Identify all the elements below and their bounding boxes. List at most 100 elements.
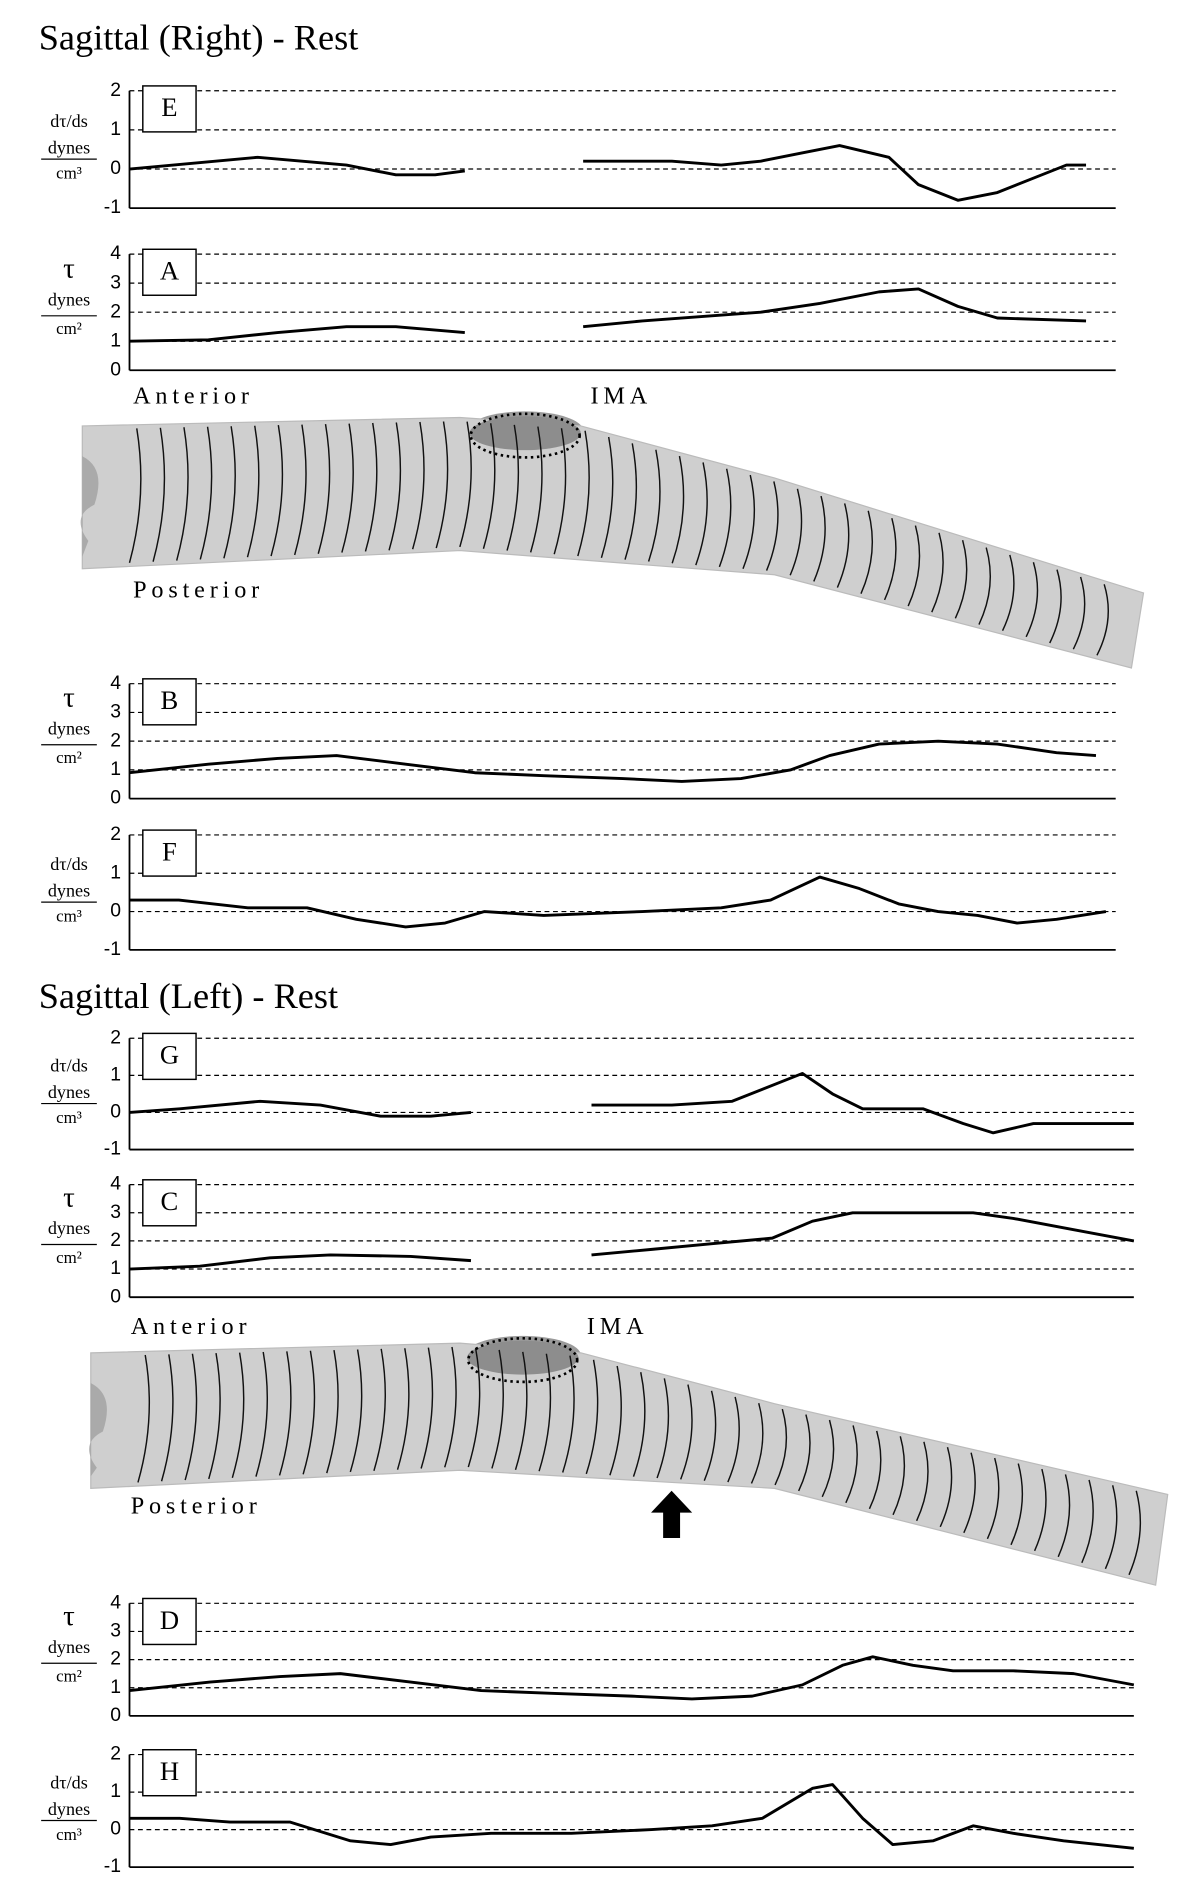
vessel-rib xyxy=(1072,576,1086,650)
y-axis-label: cm³ xyxy=(56,164,82,183)
vessel-rib xyxy=(1049,569,1062,644)
vessel-rib xyxy=(278,1351,292,1476)
vessel-rib xyxy=(907,525,921,607)
diagram-label: Anterior xyxy=(133,383,254,410)
y-axis-label: dynes xyxy=(48,289,90,309)
y-axis-label: dτ/ds xyxy=(50,111,88,131)
y-axis-label: τ xyxy=(63,1600,75,1632)
y-axis-label: cm³ xyxy=(56,1825,82,1844)
vessel-rib xyxy=(742,474,756,569)
data-line xyxy=(129,287,1087,343)
vessel-rib xyxy=(647,449,661,562)
section-title: Sagittal (Right) - Rest xyxy=(39,17,359,57)
panel-label-box xyxy=(142,1032,197,1081)
y-tick-label: 0 xyxy=(110,1101,121,1123)
vessel-rib xyxy=(199,426,213,560)
y-tick-label: 1 xyxy=(110,1780,121,1802)
vessel-diagram xyxy=(80,411,1145,669)
y-tick-label: 0 xyxy=(110,900,121,922)
vessel-rib xyxy=(270,425,284,557)
vessel-rib xyxy=(420,1347,434,1469)
data-line xyxy=(129,144,1087,202)
vessel-rib xyxy=(491,1349,504,1469)
y-tick-label: -1 xyxy=(104,1855,121,1877)
vessel-shade xyxy=(80,456,99,557)
data-line xyxy=(129,1655,1135,1701)
vessel-rib xyxy=(986,1457,1000,1540)
y-tick-label: 2 xyxy=(110,300,121,322)
y-tick-label: -1 xyxy=(104,938,121,960)
y-axis-label: dτ/ds xyxy=(50,1772,88,1792)
vessel-rib xyxy=(718,468,732,568)
vessel-rib xyxy=(326,1349,339,1474)
vessel-rib xyxy=(467,1347,481,1468)
diagram-label: Anterior xyxy=(131,1313,252,1340)
vessel-rib xyxy=(680,1384,693,1480)
y-tick-label: 0 xyxy=(110,157,121,179)
vessel-rib xyxy=(293,424,307,556)
y-tick-label: 1 xyxy=(110,861,121,883)
panel-label-box xyxy=(142,1597,197,1646)
vessel-rib xyxy=(255,1351,268,1477)
vessel-rib xyxy=(978,547,991,625)
vessel-rib xyxy=(1128,1490,1142,1576)
vessel-rib xyxy=(396,1348,410,1470)
vessel-rib xyxy=(506,424,520,551)
diagram-label: Posterior xyxy=(131,1492,262,1519)
panel-label: C xyxy=(161,1186,179,1216)
data-line xyxy=(129,1783,1134,1850)
diagram-label: Posterior xyxy=(133,576,264,603)
y-tick-label: 1 xyxy=(110,329,121,351)
data-line xyxy=(129,739,1097,783)
vessel-rib xyxy=(459,421,472,548)
vessel-rib xyxy=(444,1346,457,1468)
panel-label: D xyxy=(160,1605,179,1635)
y-tick-label: 3 xyxy=(110,1201,121,1223)
vessel-rib xyxy=(553,428,567,555)
y-tick-label: 1 xyxy=(110,1257,121,1279)
vessel-rib xyxy=(1010,1463,1024,1546)
y-tick-label: 1 xyxy=(110,118,121,140)
vessel-rib xyxy=(1001,554,1015,631)
y-tick-label: 0 xyxy=(110,358,121,380)
vessel-rib xyxy=(514,1351,528,1471)
y-tick-label: 4 xyxy=(110,1173,121,1195)
y-tick-label: 2 xyxy=(110,1026,121,1048)
y-axis-label: dynes xyxy=(48,1637,90,1657)
vessel-rib xyxy=(577,430,590,557)
y-axis-label: cm² xyxy=(56,319,82,338)
y-tick-label: 3 xyxy=(110,271,121,293)
vessel-rib xyxy=(703,1390,717,1481)
y-tick-label: 0 xyxy=(110,1704,121,1726)
vessel-rib xyxy=(373,1348,386,1472)
y-axis-label: dτ/ds xyxy=(50,854,88,874)
vessel-rib xyxy=(208,1353,221,1480)
section-title: Sagittal (Left) - Rest xyxy=(39,976,338,1016)
diagram-label: IMA xyxy=(591,383,653,410)
vessel-shade xyxy=(89,1383,107,1477)
vessel-rib xyxy=(695,462,708,566)
vessel-rib xyxy=(482,423,496,549)
panel-label-box xyxy=(142,85,197,133)
y-tick-label: 0 xyxy=(110,1818,121,1840)
vessel-rib xyxy=(671,455,685,564)
arrow xyxy=(651,1490,693,1538)
panel-label-box xyxy=(142,248,197,296)
vessel-rib xyxy=(798,1414,811,1492)
vessel-rib xyxy=(868,1430,882,1510)
y-axis-label: cm² xyxy=(56,1667,82,1686)
panel-label: F xyxy=(162,836,177,866)
panel-label-box xyxy=(142,829,197,877)
vessel-rib xyxy=(789,488,803,576)
vessel-rib xyxy=(231,1352,245,1478)
vessel-rib xyxy=(813,495,826,582)
vessel-rib xyxy=(1057,1474,1071,1558)
y-tick-label: 3 xyxy=(110,701,121,723)
panel-label: H xyxy=(160,1756,179,1786)
ima-branch xyxy=(467,1340,579,1375)
y-axis-label: dτ/ds xyxy=(50,1055,88,1075)
vessel-rib xyxy=(836,503,850,588)
data-line xyxy=(129,1211,1135,1271)
vessel-rib xyxy=(600,436,614,559)
